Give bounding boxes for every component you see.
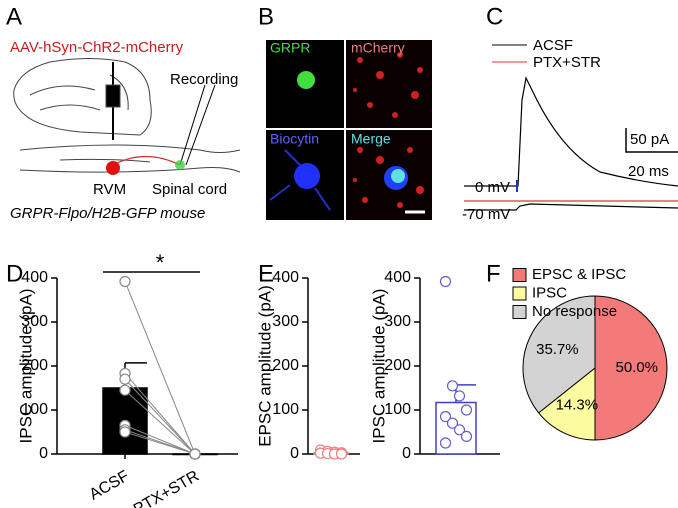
legend-swatch (512, 286, 527, 301)
slice-label: 50.0% (615, 359, 658, 376)
rvm-dot (106, 161, 120, 175)
y-tick-label: 0 (39, 445, 48, 462)
y-tick-label: 200 (21, 357, 48, 374)
legend-label: No response (532, 303, 617, 320)
y-tick-label: 300 (384, 313, 411, 330)
mouse-label: GRPR-Flpo/H2B-GFP mouse (10, 205, 205, 222)
y-tick-label: 400 (21, 269, 48, 286)
panel-label: A (6, 3, 22, 30)
pair-line (124, 373, 196, 455)
virus-label: AAV-hSyn-ChR2-mCherry (10, 39, 184, 56)
panel-label: C (486, 3, 503, 30)
pair-line (124, 281, 196, 455)
x-tick-label: ACSF (87, 467, 133, 503)
y-tick-label: 400 (272, 269, 299, 286)
data-point (460, 404, 473, 416)
data-point (460, 430, 473, 442)
panel-label: D (6, 260, 23, 287)
data-point (189, 448, 201, 460)
legend-swatch (512, 305, 527, 319)
spinal-dot (175, 160, 185, 170)
recording-label: Recording (170, 71, 238, 88)
spinal-label: Spinal cord (152, 181, 227, 198)
schematic (13, 58, 241, 173)
data-point (119, 275, 131, 288)
image-label: Biocytin (270, 131, 319, 147)
legend-label: EPSC & IPSC (532, 266, 626, 283)
data-point (439, 275, 452, 288)
rvm-label: RVM (93, 181, 126, 198)
panel-label: F (486, 260, 501, 287)
data-point (453, 390, 466, 402)
data-point (119, 426, 131, 438)
legend-swatch (512, 268, 527, 282)
y-tick-label: 100 (384, 401, 411, 418)
x-tick-label: PTX+STR (131, 468, 202, 508)
y-tick-label: 100 (21, 401, 48, 418)
y-tick-label: 300 (21, 313, 48, 330)
legend-label: IPSC (532, 284, 567, 301)
y-tick-label: 100 (272, 401, 299, 418)
data-point (439, 437, 452, 449)
voltage-label: 0 mV (475, 179, 510, 196)
panel-label: B (258, 3, 274, 30)
y-tick-label: 200 (272, 357, 299, 374)
y-axis-label: IPSC amplitude (pA) (369, 289, 388, 444)
pie-slice (537, 366, 596, 441)
panel-label: E (258, 260, 274, 287)
y-axis-label: EPSC amplitude (pA) (255, 285, 274, 447)
image-label: GRPR (270, 40, 310, 56)
y-tick-label: 400 (384, 269, 411, 286)
slice-label: 35.7% (536, 341, 579, 358)
data-point (335, 448, 348, 460)
legend-label: PTX+STR (533, 54, 601, 71)
data-point (119, 384, 131, 396)
scale-label: 50 pA (630, 131, 669, 148)
y-tick-label: 0 (402, 445, 411, 462)
data-point (439, 411, 452, 423)
slice-label: 14.3% (556, 397, 599, 414)
traces (464, 44, 678, 211)
pair-line (124, 389, 196, 455)
data-point (446, 380, 459, 392)
y-axis-label: IPSC amplitude (pA) (16, 289, 35, 444)
voltage-label: -70 mV (462, 206, 510, 223)
legend-label: ACSF (533, 37, 573, 54)
pie-slice (522, 295, 596, 414)
micrographs (266, 40, 432, 220)
data-point (453, 424, 466, 436)
scale-label: 20 ms (628, 163, 669, 180)
image-label: mCherry (351, 40, 405, 56)
y-tick-label: 200 (384, 357, 411, 374)
data-point (119, 373, 131, 385)
pair-line (124, 378, 196, 455)
data-point (446, 417, 459, 429)
pair-line (124, 431, 196, 455)
significance-label: * (156, 250, 165, 275)
bar (102, 387, 148, 455)
image-label: Merge (351, 131, 391, 147)
y-tick-label: 0 (290, 445, 299, 462)
pie-slice (594, 295, 668, 441)
y-tick-label: 300 (272, 313, 299, 330)
pair-line (124, 424, 196, 455)
